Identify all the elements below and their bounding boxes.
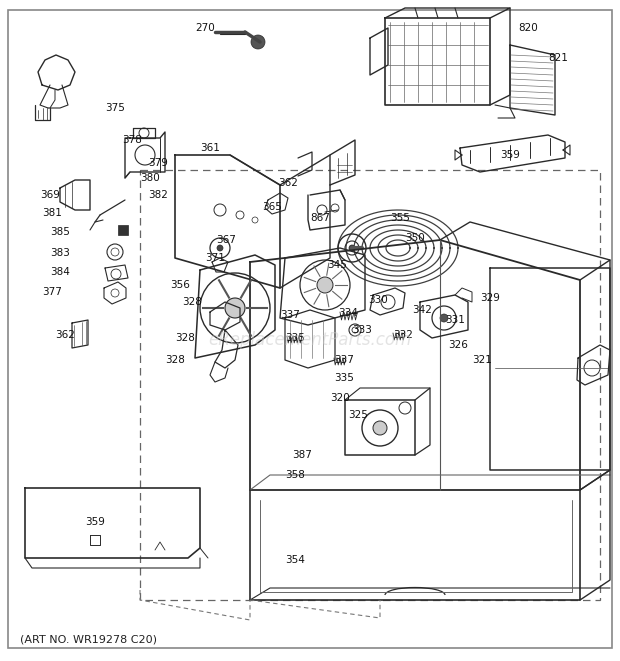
Text: 385: 385	[50, 227, 70, 237]
Text: 377: 377	[42, 287, 62, 297]
Circle shape	[440, 314, 448, 322]
Text: 369: 369	[40, 190, 60, 200]
Text: 342: 342	[412, 305, 432, 315]
Text: 270: 270	[195, 23, 215, 33]
Text: 867: 867	[310, 213, 330, 223]
Text: 359: 359	[500, 150, 520, 160]
Text: 333: 333	[352, 325, 372, 335]
Text: eReplacementParts.com: eReplacementParts.com	[208, 331, 412, 349]
Text: 332: 332	[393, 330, 413, 340]
Text: 380: 380	[140, 173, 160, 183]
Text: 361: 361	[200, 143, 220, 153]
Text: 320: 320	[330, 393, 350, 403]
Bar	[118, 225, 128, 235]
Text: 362: 362	[278, 178, 298, 188]
Text: 328: 328	[182, 297, 202, 307]
Text: 358: 358	[285, 470, 305, 480]
Text: 367: 367	[216, 235, 236, 245]
Text: 337: 337	[280, 310, 300, 320]
Text: 820: 820	[518, 23, 538, 33]
Text: 337: 337	[334, 355, 354, 365]
Text: 387: 387	[292, 450, 312, 460]
Text: 328: 328	[175, 333, 195, 343]
Circle shape	[317, 277, 333, 293]
Text: 325: 325	[348, 410, 368, 420]
Circle shape	[349, 245, 355, 251]
Text: (ART NO. WR19278 C20): (ART NO. WR19278 C20)	[20, 635, 157, 645]
Text: 382: 382	[148, 190, 168, 200]
Text: 365: 365	[262, 202, 282, 212]
Circle shape	[373, 421, 387, 435]
Text: 383: 383	[50, 248, 70, 258]
Text: 345: 345	[327, 260, 347, 270]
Text: 329: 329	[480, 293, 500, 303]
Text: 328: 328	[165, 355, 185, 365]
Text: 335: 335	[285, 333, 305, 343]
Circle shape	[251, 35, 265, 49]
Text: 354: 354	[285, 555, 305, 565]
Text: 821: 821	[548, 53, 568, 63]
Text: 362: 362	[55, 330, 75, 340]
Bar	[140, 170, 600, 600]
Text: 330: 330	[368, 295, 388, 305]
Text: 335: 335	[334, 373, 354, 383]
Circle shape	[225, 298, 245, 318]
Circle shape	[217, 245, 223, 251]
Text: 334: 334	[338, 308, 358, 318]
Text: 355: 355	[390, 213, 410, 223]
Text: 378: 378	[122, 135, 142, 145]
Text: 331: 331	[445, 315, 465, 325]
Text: 359: 359	[85, 517, 105, 527]
Text: 356: 356	[170, 280, 190, 290]
Text: 326: 326	[448, 340, 468, 350]
Text: 381: 381	[42, 208, 62, 218]
Text: 375: 375	[105, 103, 125, 113]
Text: 350: 350	[405, 233, 425, 243]
Text: 379: 379	[148, 158, 168, 168]
Text: 321: 321	[472, 355, 492, 365]
Text: 384: 384	[50, 267, 70, 277]
Text: 371: 371	[205, 253, 225, 263]
